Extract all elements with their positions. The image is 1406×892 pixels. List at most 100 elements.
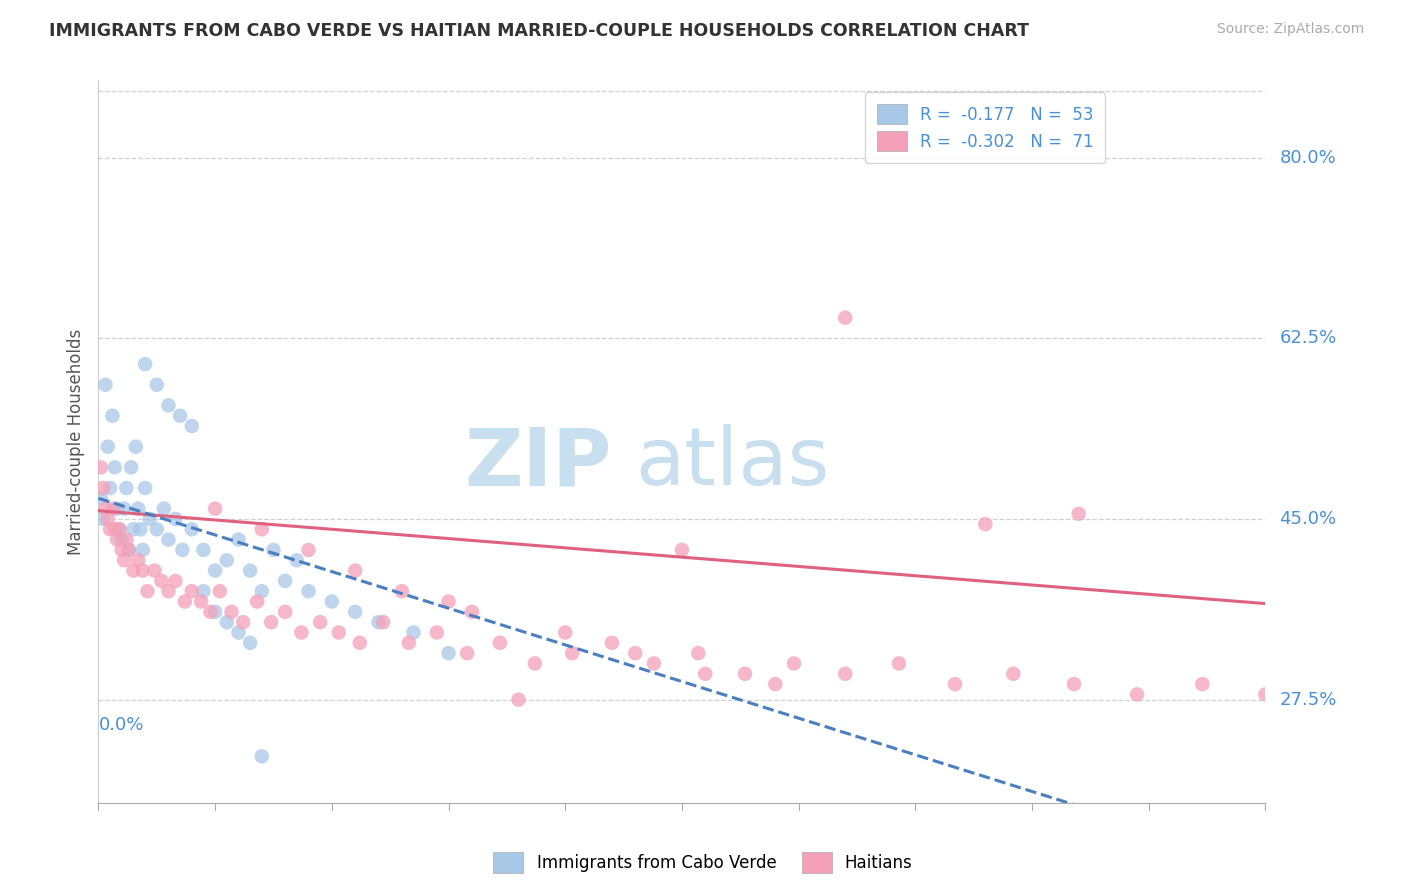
Text: Source: ZipAtlas.com: Source: ZipAtlas.com xyxy=(1216,22,1364,37)
Point xyxy=(101,409,124,423)
Point xyxy=(152,501,174,516)
Point xyxy=(134,481,156,495)
Point xyxy=(285,553,308,567)
Point xyxy=(228,533,250,547)
Point xyxy=(150,574,173,588)
Point xyxy=(200,605,222,619)
Legend: Immigrants from Cabo Verde, Haitians: Immigrants from Cabo Verde, Haitians xyxy=(486,846,920,880)
Point xyxy=(97,512,120,526)
Point xyxy=(111,542,134,557)
Point xyxy=(90,460,112,475)
Point xyxy=(112,501,135,516)
Point xyxy=(461,605,484,619)
Point xyxy=(834,666,856,681)
Point xyxy=(143,564,166,578)
Point xyxy=(344,564,367,578)
Point xyxy=(157,584,180,599)
Legend: R =  -0.177   N =  53, R =  -0.302   N =  71: R = -0.177 N = 53, R = -0.302 N = 71 xyxy=(865,92,1105,163)
Point xyxy=(105,533,128,547)
Point xyxy=(688,646,710,660)
Point xyxy=(437,646,460,660)
Point xyxy=(297,584,319,599)
Point xyxy=(180,419,202,434)
Point xyxy=(1191,677,1213,691)
Point xyxy=(172,542,194,557)
Point xyxy=(523,657,546,671)
Point xyxy=(600,636,623,650)
Text: 80.0%: 80.0% xyxy=(1279,149,1336,167)
Point xyxy=(228,625,250,640)
Point xyxy=(204,501,226,516)
Point xyxy=(391,584,413,599)
Point xyxy=(489,636,512,650)
Text: 62.5%: 62.5% xyxy=(1279,329,1337,347)
Point xyxy=(115,481,138,495)
Point xyxy=(173,594,195,608)
Text: 45.0%: 45.0% xyxy=(1279,510,1337,528)
Point xyxy=(157,398,180,412)
Point xyxy=(129,522,152,536)
Point xyxy=(239,636,262,650)
Point xyxy=(250,584,273,599)
Point xyxy=(180,522,202,536)
Point xyxy=(136,584,159,599)
Point xyxy=(671,542,693,557)
Point xyxy=(309,615,332,630)
Point xyxy=(98,481,121,495)
Text: IMMIGRANTS FROM CABO VERDE VS HAITIAN MARRIED-COUPLE HOUSEHOLDS CORRELATION CHAR: IMMIGRANTS FROM CABO VERDE VS HAITIAN MA… xyxy=(49,22,1029,40)
Point xyxy=(204,564,226,578)
Point xyxy=(402,625,425,640)
Point xyxy=(508,692,530,706)
Point xyxy=(624,646,647,660)
Point xyxy=(1067,507,1090,521)
Point xyxy=(108,522,131,536)
Point xyxy=(328,625,350,640)
Point xyxy=(127,553,149,567)
Point xyxy=(118,542,141,557)
Point xyxy=(104,460,127,475)
Point xyxy=(104,522,127,536)
Point xyxy=(250,522,273,536)
Point xyxy=(239,564,262,578)
Point xyxy=(232,615,254,630)
Point xyxy=(91,512,114,526)
Point xyxy=(456,646,478,660)
Point xyxy=(169,409,191,423)
Point xyxy=(118,542,141,557)
Point xyxy=(146,522,169,536)
Point xyxy=(1126,687,1149,701)
Point xyxy=(122,522,145,536)
Point xyxy=(120,460,142,475)
Point xyxy=(246,594,269,608)
Point xyxy=(321,594,343,608)
Point xyxy=(180,584,202,599)
Text: 27.5%: 27.5% xyxy=(1279,690,1337,708)
Point xyxy=(554,625,576,640)
Point xyxy=(193,542,215,557)
Point xyxy=(221,605,243,619)
Point xyxy=(783,657,806,671)
Point xyxy=(139,512,162,526)
Point xyxy=(115,533,138,547)
Point xyxy=(373,615,395,630)
Point xyxy=(260,615,283,630)
Point xyxy=(262,542,284,557)
Point xyxy=(146,377,169,392)
Point xyxy=(112,553,135,567)
Point xyxy=(1002,666,1025,681)
Y-axis label: Married-couple Households: Married-couple Households xyxy=(66,328,84,555)
Point xyxy=(132,564,155,578)
Point xyxy=(101,501,124,516)
Point xyxy=(426,625,449,640)
Point xyxy=(834,310,856,325)
Text: atlas: atlas xyxy=(636,425,830,502)
Point xyxy=(90,491,112,506)
Point xyxy=(165,512,187,526)
Point xyxy=(349,636,371,650)
Point xyxy=(215,553,238,567)
Point xyxy=(94,377,117,392)
Point xyxy=(122,564,145,578)
Point xyxy=(734,666,756,681)
Point xyxy=(887,657,910,671)
Point xyxy=(274,605,297,619)
